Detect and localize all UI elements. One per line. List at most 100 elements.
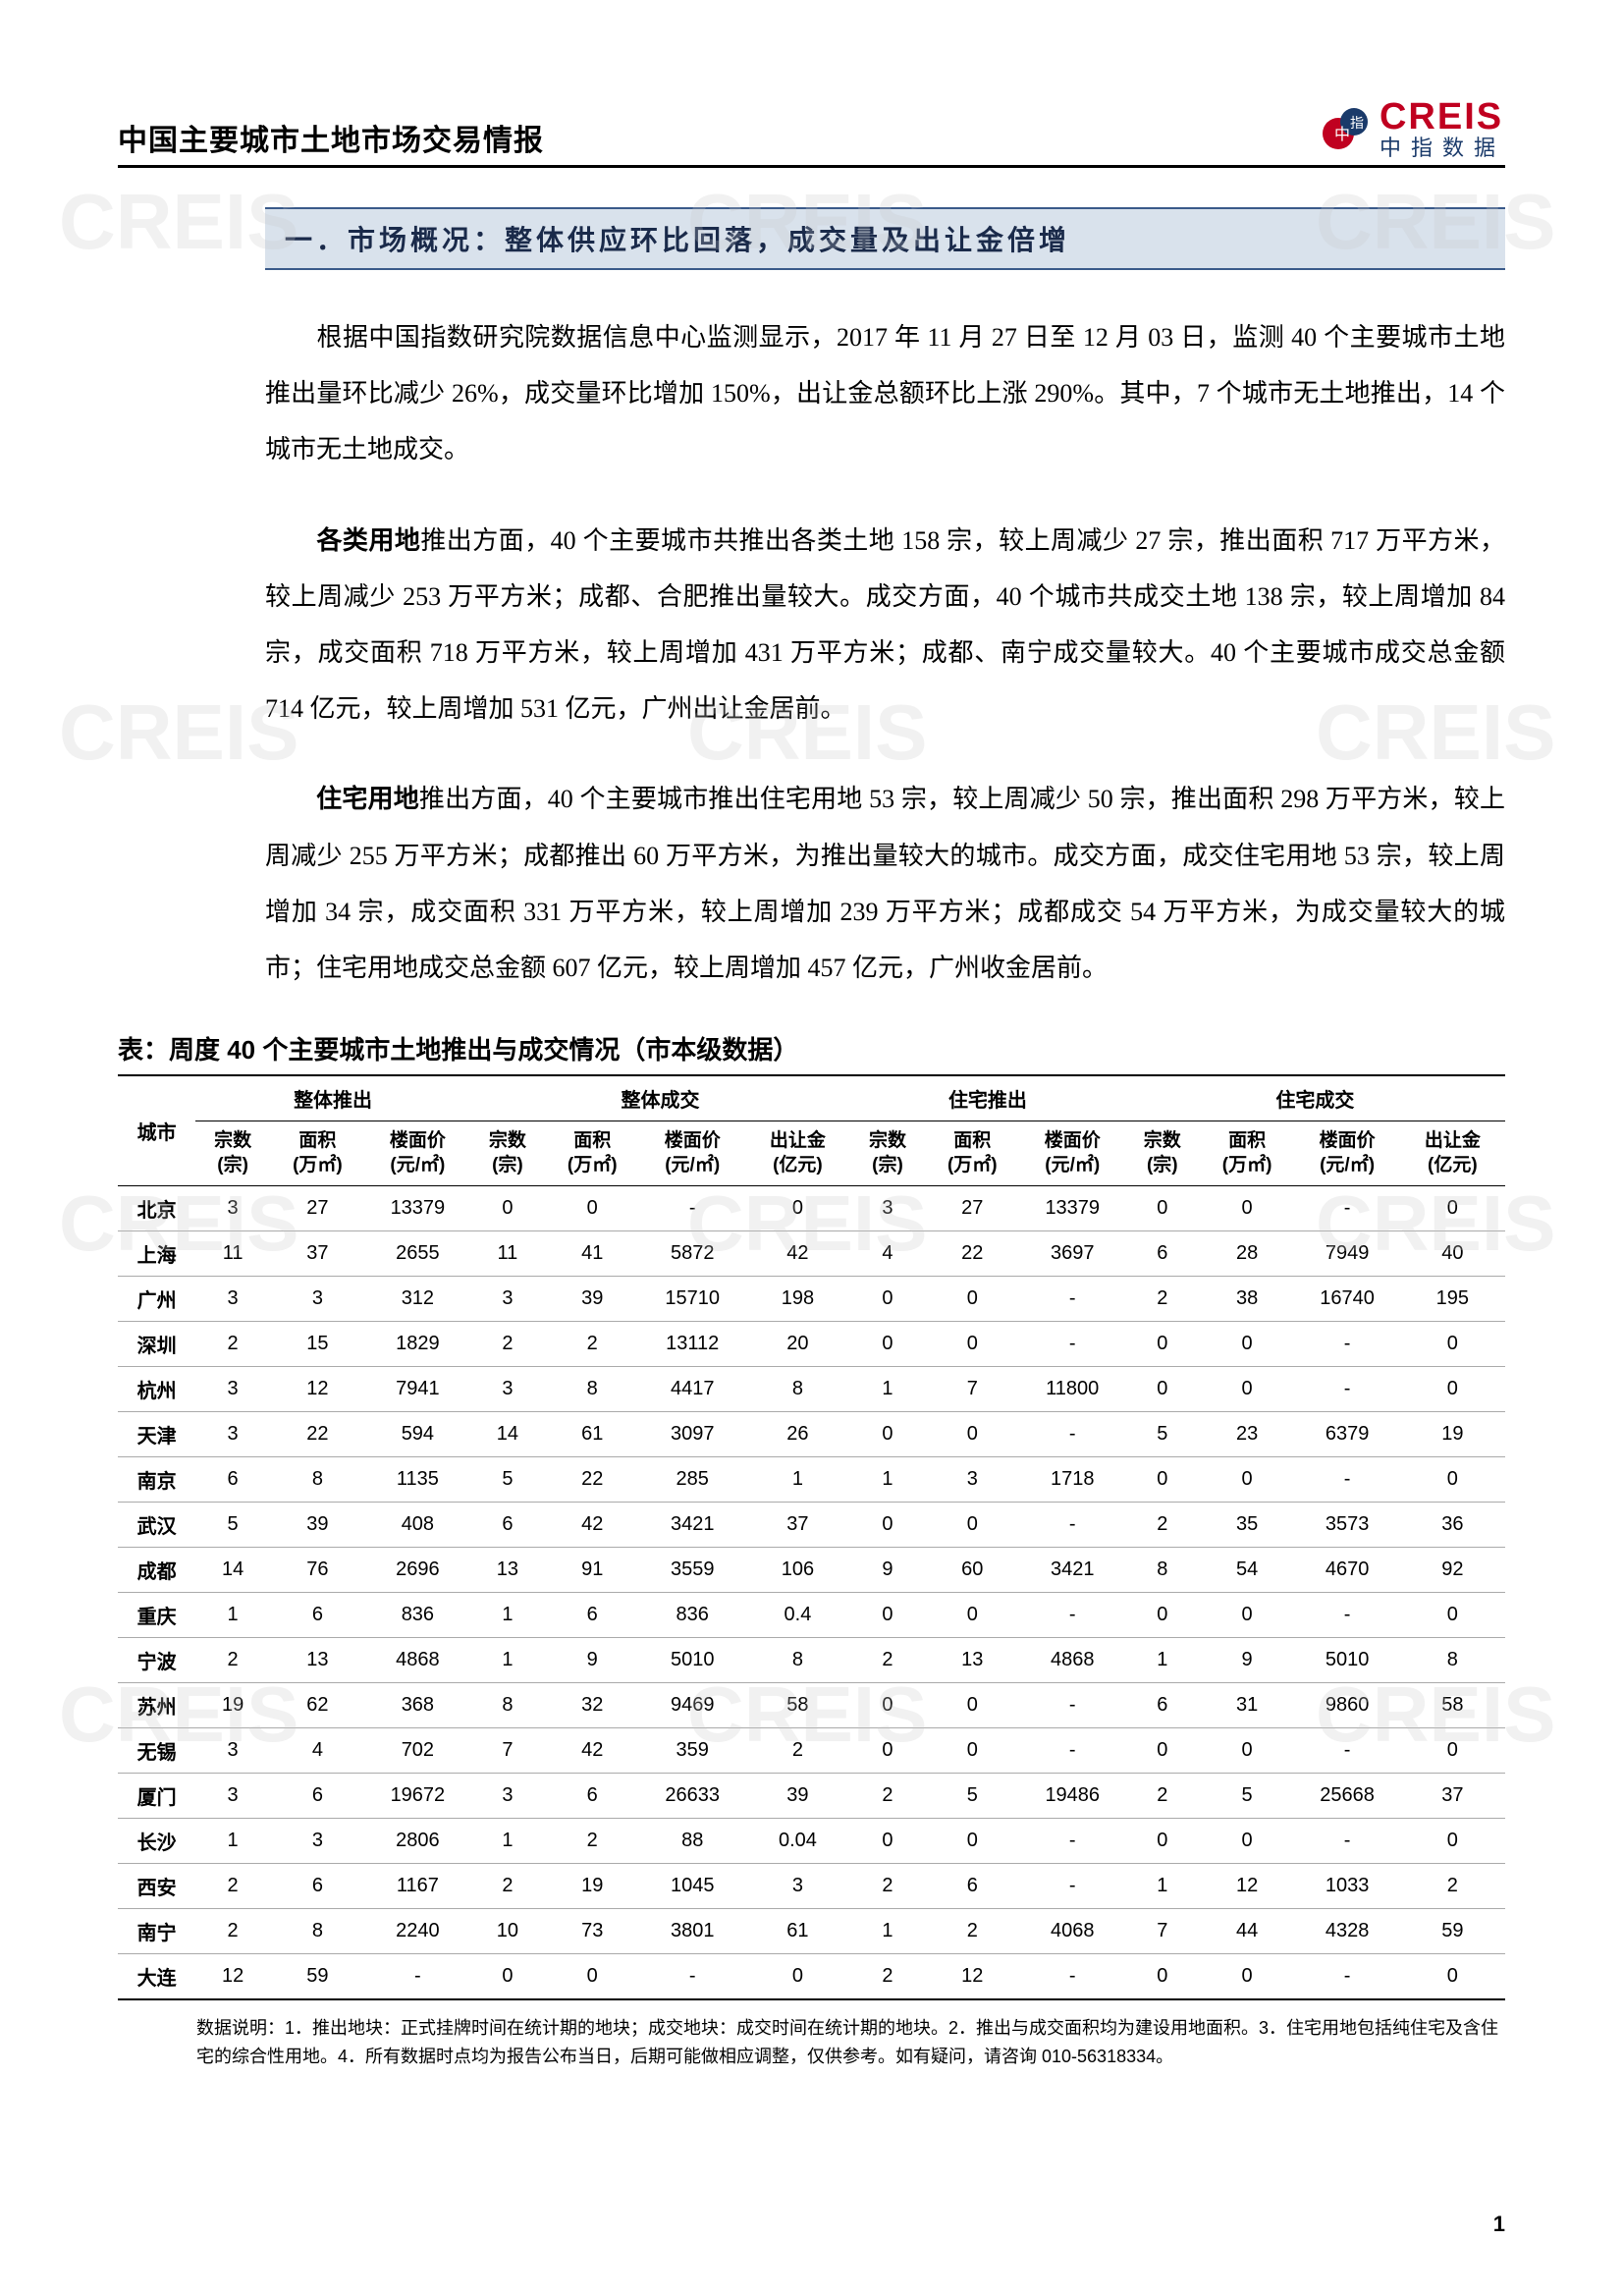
- cell-value: 12: [195, 1954, 270, 2000]
- table-sub-header-row: 宗数(宗) 面积(万㎡) 楼面价(元/㎡) 宗数(宗) 面积(万㎡) 楼面价(元…: [118, 1121, 1505, 1186]
- cell-value: 0: [1200, 1954, 1295, 2000]
- cell-value: 368: [365, 1683, 470, 1728]
- cell-value: 0: [1200, 1186, 1295, 1231]
- cell-value: 4: [850, 1231, 925, 1277]
- cell-value: 2655: [365, 1231, 470, 1277]
- cell-value: -: [1294, 1367, 1399, 1412]
- cell-value: 26633: [640, 1774, 745, 1819]
- cell-value: 6: [270, 1774, 365, 1819]
- cell-value: 7: [925, 1367, 1020, 1412]
- cell-value: 195: [1400, 1277, 1505, 1322]
- cell-value: 2806: [365, 1819, 470, 1864]
- cell-value: -: [365, 1954, 470, 2000]
- cell-value: 11: [470, 1231, 545, 1277]
- cell-value: 1: [470, 1819, 545, 1864]
- cell-value: 37: [270, 1231, 365, 1277]
- cell-value: 60: [925, 1548, 1020, 1593]
- watermark: CREIS: [59, 177, 299, 267]
- col-floor-price: 楼面价(元/㎡): [365, 1121, 470, 1186]
- cell-value: 1167: [365, 1864, 470, 1909]
- cell-value: 13: [925, 1638, 1020, 1683]
- paragraph-1-text: 根据中国指数研究院数据信息中心监测显示，2017 年 11 月 27 日至 12…: [265, 323, 1505, 464]
- cell-value: 0: [850, 1593, 925, 1638]
- table-row: 深圳215182922131122000-00-0: [118, 1322, 1505, 1367]
- page-number: 1: [1493, 2212, 1505, 2237]
- cell-value: 32: [545, 1683, 640, 1728]
- table-row: 上海1137265511415872424223697628794940: [118, 1231, 1505, 1277]
- cell-value: 6: [545, 1774, 640, 1819]
- cell-value: 15: [270, 1322, 365, 1367]
- cell-value: -: [640, 1954, 745, 2000]
- page: CREIS CREIS CREIS CREIS CREIS CREIS CREI…: [0, 0, 1623, 2296]
- cell-value: 12: [270, 1367, 365, 1412]
- cell-value: 6: [545, 1593, 640, 1638]
- cell-value: 0.04: [745, 1819, 850, 1864]
- cell-value: 4068: [1020, 1909, 1125, 1954]
- cell-value: -: [1020, 1322, 1125, 1367]
- cell-value: 3: [745, 1864, 850, 1909]
- cell-value: 0: [850, 1728, 925, 1774]
- cell-value: 0: [1400, 1819, 1505, 1864]
- cell-value: 2696: [365, 1548, 470, 1593]
- table-row: 宁波2134868195010821348681950108: [118, 1638, 1505, 1683]
- paragraph-2-lead: 各类用地: [316, 525, 420, 555]
- data-table: 城市 整体推出 整体成交 住宅推出 住宅成交 宗数(宗) 面积(万㎡) 楼面价(…: [118, 1074, 1505, 2000]
- cell-value: 2: [470, 1864, 545, 1909]
- cell-value: 0: [850, 1277, 925, 1322]
- cell-value: 8: [1400, 1638, 1505, 1683]
- cell-value: 91: [545, 1548, 640, 1593]
- cell-value: 42: [545, 1503, 640, 1548]
- paragraph-3-text: 推出方面，40 个主要城市推出住宅用地 53 宗，较上周减少 50 宗，推出面积…: [265, 785, 1505, 982]
- paragraph-1: 根据中国指数研究院数据信息中心监测显示，2017 年 11 月 27 日至 12…: [265, 309, 1505, 478]
- cell-value: 359: [640, 1728, 745, 1774]
- cell-value: -: [1020, 1728, 1125, 1774]
- cell-value: 41: [545, 1231, 640, 1277]
- cell-city: 大连: [118, 1954, 195, 2000]
- cell-value: 5010: [640, 1638, 745, 1683]
- cell-value: 38: [1200, 1277, 1295, 1322]
- cell-value: 3559: [640, 1548, 745, 1593]
- cell-value: 16740: [1294, 1277, 1399, 1322]
- cell-value: 3697: [1020, 1231, 1125, 1277]
- footnote: 数据说明：1．推出地块：正式挂牌时间在统计期的地块；成交地块：成交时间在统计期的…: [196, 2014, 1505, 2071]
- cell-value: -: [640, 1186, 745, 1231]
- cell-value: 9469: [640, 1683, 745, 1728]
- cell-value: 1: [850, 1367, 925, 1412]
- cell-value: 40: [1400, 1231, 1505, 1277]
- cell-value: 5: [1200, 1774, 1295, 1819]
- cell-value: 0: [745, 1186, 850, 1231]
- cell-value: 13379: [365, 1186, 470, 1231]
- cell-value: 25668: [1294, 1774, 1399, 1819]
- cell-value: 5: [470, 1457, 545, 1503]
- table-group-header-row: 城市 整体推出 整体成交 住宅推出 住宅成交: [118, 1075, 1505, 1121]
- cell-value: -: [1020, 1819, 1125, 1864]
- cell-value: 8: [745, 1367, 850, 1412]
- cell-value: 2: [195, 1322, 270, 1367]
- table-title: 表：周度 40 个主要城市土地推出与成交情况（市本级数据）: [118, 1030, 1505, 1066]
- cell-value: 2: [470, 1322, 545, 1367]
- cell-value: 19: [1400, 1412, 1505, 1457]
- cell-value: 3: [850, 1186, 925, 1231]
- cell-value: 0: [925, 1322, 1020, 1367]
- cell-value: 27: [925, 1186, 1020, 1231]
- cell-value: 31: [1200, 1683, 1295, 1728]
- cell-value: 0: [850, 1683, 925, 1728]
- cell-value: 7: [470, 1728, 545, 1774]
- cell-value: 1: [850, 1457, 925, 1503]
- table-body: 北京3271337900-03271337900-0上海113726551141…: [118, 1186, 1505, 2000]
- cell-city: 北京: [118, 1186, 195, 1231]
- cell-value: 4417: [640, 1367, 745, 1412]
- cell-value: 2: [1125, 1503, 1200, 1548]
- cell-value: 408: [365, 1503, 470, 1548]
- cell-value: 39: [745, 1774, 850, 1819]
- cell-value: 2: [745, 1728, 850, 1774]
- table-row: 天津322594146130972600-523637919: [118, 1412, 1505, 1457]
- cell-value: 0: [1200, 1367, 1295, 1412]
- cell-value: 7949: [1294, 1231, 1399, 1277]
- cell-value: 61: [745, 1909, 850, 1954]
- cell-value: 4328: [1294, 1909, 1399, 1954]
- cell-value: 19: [195, 1683, 270, 1728]
- cell-value: -: [1020, 1593, 1125, 1638]
- cell-value: 3: [470, 1367, 545, 1412]
- cell-value: 3: [195, 1412, 270, 1457]
